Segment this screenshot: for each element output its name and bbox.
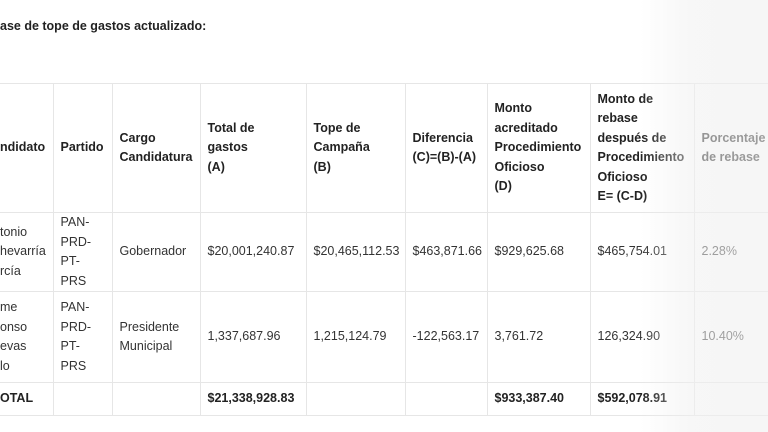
column-header: Diferencia (C)=(B)-(A)	[404, 83, 488, 213]
cell: 2.28%	[693, 212, 768, 292]
data-row: me onso evas lo PAN- PRD- PT-PRS President…	[0, 291, 768, 383]
cell: -122,563.17	[404, 291, 488, 383]
cell: Gobernador	[111, 212, 201, 292]
cell: PAN- PRD- PT-PRS	[52, 291, 113, 383]
cell: 1,337,687.96	[199, 291, 307, 383]
cell	[693, 382, 768, 416]
header-row: ndidato Partido Cargo Candidatura Total de …	[0, 83, 768, 213]
column-header: ndidato	[0, 83, 54, 213]
table-body: ndidato Partido Cargo Candidatura Total de …	[0, 83, 768, 416]
cell: $20,465,112.53	[305, 212, 406, 292]
cell: Presidente Municipal	[111, 291, 201, 383]
cell: 10.40%	[693, 291, 768, 383]
cell: me onso evas lo	[0, 291, 54, 383]
cell: tonio hevarría rcía	[0, 212, 54, 292]
cell	[111, 382, 201, 416]
data-row: tonio hevarría rcía PAN- PRD- PT-PRS Gober…	[0, 212, 768, 292]
cell	[305, 382, 406, 416]
total-row: OTAL $21,338,928.83 $933,387.40 $592,078…	[0, 382, 768, 416]
cell	[52, 382, 113, 416]
total-label: OTAL	[0, 382, 54, 416]
column-header: Porcentaje de rebase	[693, 83, 768, 213]
column-header: Monto acreditado Procedimiento Oficioso …	[486, 83, 591, 213]
cell	[404, 382, 488, 416]
cell: 1,215,124.79	[305, 291, 406, 383]
cell: PAN- PRD- PT-PRS	[52, 212, 113, 292]
column-header: Monto de rebase después de Procedimiento…	[589, 83, 695, 213]
cell: $465,754.01	[589, 212, 695, 292]
total-rebase: $592,078.91	[589, 382, 695, 416]
cell: 3,761.72	[486, 291, 591, 383]
column-header: Tope de Campaña (B)	[305, 83, 406, 213]
expense-table: ndidato Partido Cargo Candidatura Total de …	[0, 83, 768, 416]
cell: $463,871.66	[404, 212, 488, 292]
total-gastos: $21,338,928.83	[199, 382, 307, 416]
section-title: ase de tope de gastos actualizado:	[0, 19, 207, 33]
cell: $20,001,240.87	[199, 212, 307, 292]
cell: $929,625.68	[486, 212, 591, 292]
column-header: Total de gastos (A)	[199, 83, 307, 213]
cell: 126,324.90	[589, 291, 695, 383]
column-header: Cargo Candidatura	[111, 83, 201, 213]
total-acreditado: $933,387.40	[486, 382, 591, 416]
column-header: Partido	[52, 83, 113, 213]
